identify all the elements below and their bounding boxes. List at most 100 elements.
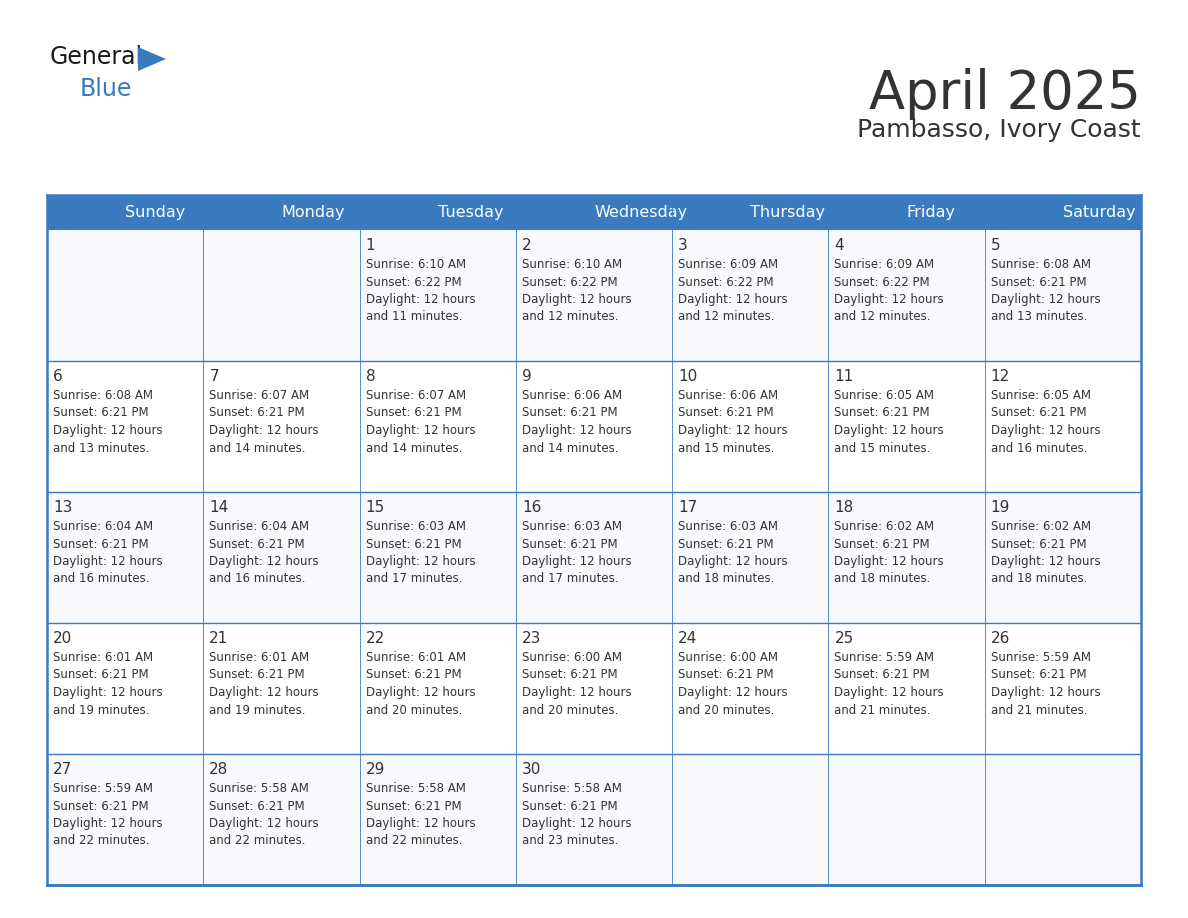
- Text: 4: 4: [834, 238, 843, 253]
- Text: Sunrise: 6:05 AM
Sunset: 6:21 PM
Daylight: 12 hours
and 15 minutes.: Sunrise: 6:05 AM Sunset: 6:21 PM Dayligh…: [834, 389, 944, 454]
- Bar: [985, 230, 1140, 361]
- Text: April 2025: April 2025: [868, 68, 1140, 120]
- Text: Wednesday: Wednesday: [594, 205, 687, 220]
- Text: 5: 5: [991, 238, 1000, 253]
- Bar: [48, 361, 203, 492]
- Text: 30: 30: [522, 762, 542, 777]
- Text: Sunrise: 6:01 AM
Sunset: 6:21 PM
Daylight: 12 hours
and 19 minutes.: Sunrise: 6:01 AM Sunset: 6:21 PM Dayligh…: [53, 651, 163, 717]
- Text: Sunrise: 6:02 AM
Sunset: 6:21 PM
Daylight: 12 hours
and 18 minutes.: Sunrise: 6:02 AM Sunset: 6:21 PM Dayligh…: [991, 520, 1100, 586]
- Bar: [48, 195, 1140, 230]
- Text: Sunrise: 6:03 AM
Sunset: 6:21 PM
Daylight: 12 hours
and 17 minutes.: Sunrise: 6:03 AM Sunset: 6:21 PM Dayligh…: [366, 520, 475, 586]
- Text: 29: 29: [366, 762, 385, 777]
- Bar: [360, 623, 516, 754]
- Text: Sunrise: 6:07 AM
Sunset: 6:21 PM
Daylight: 12 hours
and 14 minutes.: Sunrise: 6:07 AM Sunset: 6:21 PM Dayligh…: [209, 389, 318, 454]
- Text: General: General: [50, 45, 143, 69]
- Text: Sunrise: 6:01 AM
Sunset: 6:21 PM
Daylight: 12 hours
and 20 minutes.: Sunrise: 6:01 AM Sunset: 6:21 PM Dayligh…: [366, 651, 475, 717]
- Text: Sunrise: 6:09 AM
Sunset: 6:22 PM
Daylight: 12 hours
and 12 minutes.: Sunrise: 6:09 AM Sunset: 6:22 PM Dayligh…: [678, 258, 788, 323]
- Text: Sunrise: 6:07 AM
Sunset: 6:21 PM
Daylight: 12 hours
and 14 minutes.: Sunrise: 6:07 AM Sunset: 6:21 PM Dayligh…: [366, 389, 475, 454]
- Text: 16: 16: [522, 500, 542, 515]
- Bar: [48, 623, 203, 754]
- Text: Sunday: Sunday: [125, 205, 185, 220]
- Bar: [828, 361, 985, 492]
- Text: Sunrise: 6:03 AM
Sunset: 6:21 PM
Daylight: 12 hours
and 17 minutes.: Sunrise: 6:03 AM Sunset: 6:21 PM Dayligh…: [522, 520, 632, 586]
- Text: 20: 20: [53, 631, 72, 646]
- Bar: [203, 361, 360, 492]
- Bar: [672, 361, 828, 492]
- Text: Tuesday: Tuesday: [437, 205, 504, 220]
- Bar: [828, 623, 985, 754]
- Bar: [203, 623, 360, 754]
- Text: Sunrise: 6:00 AM
Sunset: 6:21 PM
Daylight: 12 hours
and 20 minutes.: Sunrise: 6:00 AM Sunset: 6:21 PM Dayligh…: [522, 651, 632, 717]
- Text: Sunrise: 6:08 AM
Sunset: 6:21 PM
Daylight: 12 hours
and 13 minutes.: Sunrise: 6:08 AM Sunset: 6:21 PM Dayligh…: [991, 258, 1100, 323]
- Text: Sunrise: 6:05 AM
Sunset: 6:21 PM
Daylight: 12 hours
and 16 minutes.: Sunrise: 6:05 AM Sunset: 6:21 PM Dayligh…: [991, 389, 1100, 454]
- Text: 19: 19: [991, 500, 1010, 515]
- Text: Monday: Monday: [282, 205, 345, 220]
- Text: Sunrise: 5:59 AM
Sunset: 6:21 PM
Daylight: 12 hours
and 22 minutes.: Sunrise: 5:59 AM Sunset: 6:21 PM Dayligh…: [53, 782, 163, 847]
- Bar: [828, 230, 985, 361]
- Bar: [48, 492, 203, 623]
- Text: Thursday: Thursday: [751, 205, 826, 220]
- Bar: [985, 361, 1140, 492]
- Text: Friday: Friday: [906, 205, 955, 220]
- Text: 25: 25: [834, 631, 854, 646]
- Bar: [48, 230, 203, 361]
- Text: Sunrise: 6:09 AM
Sunset: 6:22 PM
Daylight: 12 hours
and 12 minutes.: Sunrise: 6:09 AM Sunset: 6:22 PM Dayligh…: [834, 258, 944, 323]
- Text: 11: 11: [834, 369, 854, 384]
- Bar: [828, 754, 985, 885]
- Text: 18: 18: [834, 500, 854, 515]
- Bar: [360, 361, 516, 492]
- Text: 13: 13: [53, 500, 72, 515]
- Text: Sunrise: 6:10 AM
Sunset: 6:22 PM
Daylight: 12 hours
and 12 minutes.: Sunrise: 6:10 AM Sunset: 6:22 PM Dayligh…: [522, 258, 632, 323]
- Text: 28: 28: [209, 762, 228, 777]
- Text: Blue: Blue: [80, 77, 132, 101]
- Bar: [48, 754, 203, 885]
- Text: Sunrise: 5:59 AM
Sunset: 6:21 PM
Daylight: 12 hours
and 21 minutes.: Sunrise: 5:59 AM Sunset: 6:21 PM Dayligh…: [834, 651, 944, 717]
- Bar: [360, 492, 516, 623]
- Text: 14: 14: [209, 500, 228, 515]
- Bar: [985, 492, 1140, 623]
- Text: 24: 24: [678, 631, 697, 646]
- Text: Sunrise: 6:04 AM
Sunset: 6:21 PM
Daylight: 12 hours
and 16 minutes.: Sunrise: 6:04 AM Sunset: 6:21 PM Dayligh…: [53, 520, 163, 586]
- Bar: [672, 754, 828, 885]
- Text: Sunrise: 6:04 AM
Sunset: 6:21 PM
Daylight: 12 hours
and 16 minutes.: Sunrise: 6:04 AM Sunset: 6:21 PM Dayligh…: [209, 520, 318, 586]
- Text: Sunrise: 6:02 AM
Sunset: 6:21 PM
Daylight: 12 hours
and 18 minutes.: Sunrise: 6:02 AM Sunset: 6:21 PM Dayligh…: [834, 520, 944, 586]
- Bar: [360, 230, 516, 361]
- Bar: [516, 230, 672, 361]
- Text: Saturday: Saturday: [1063, 205, 1136, 220]
- Text: 17: 17: [678, 500, 697, 515]
- Text: Sunrise: 5:58 AM
Sunset: 6:21 PM
Daylight: 12 hours
and 23 minutes.: Sunrise: 5:58 AM Sunset: 6:21 PM Dayligh…: [522, 782, 632, 847]
- Text: 12: 12: [991, 369, 1010, 384]
- Text: 8: 8: [366, 369, 375, 384]
- Text: 9: 9: [522, 369, 531, 384]
- Text: Sunrise: 6:03 AM
Sunset: 6:21 PM
Daylight: 12 hours
and 18 minutes.: Sunrise: 6:03 AM Sunset: 6:21 PM Dayligh…: [678, 520, 788, 586]
- Text: Sunrise: 6:00 AM
Sunset: 6:21 PM
Daylight: 12 hours
and 20 minutes.: Sunrise: 6:00 AM Sunset: 6:21 PM Dayligh…: [678, 651, 788, 717]
- Bar: [360, 754, 516, 885]
- Text: 1: 1: [366, 238, 375, 253]
- Bar: [985, 623, 1140, 754]
- Text: Sunrise: 6:10 AM
Sunset: 6:22 PM
Daylight: 12 hours
and 11 minutes.: Sunrise: 6:10 AM Sunset: 6:22 PM Dayligh…: [366, 258, 475, 323]
- Text: Sunrise: 6:06 AM
Sunset: 6:21 PM
Daylight: 12 hours
and 15 minutes.: Sunrise: 6:06 AM Sunset: 6:21 PM Dayligh…: [678, 389, 788, 454]
- Text: 23: 23: [522, 631, 542, 646]
- Text: 22: 22: [366, 631, 385, 646]
- Bar: [672, 623, 828, 754]
- Bar: [828, 492, 985, 623]
- Text: 10: 10: [678, 369, 697, 384]
- Bar: [516, 754, 672, 885]
- Bar: [516, 492, 672, 623]
- Bar: [516, 361, 672, 492]
- Text: 21: 21: [209, 631, 228, 646]
- Text: 3: 3: [678, 238, 688, 253]
- Bar: [203, 230, 360, 361]
- Text: 26: 26: [991, 631, 1010, 646]
- Text: 27: 27: [53, 762, 72, 777]
- Text: Sunrise: 6:08 AM
Sunset: 6:21 PM
Daylight: 12 hours
and 13 minutes.: Sunrise: 6:08 AM Sunset: 6:21 PM Dayligh…: [53, 389, 163, 454]
- Text: 7: 7: [209, 369, 219, 384]
- Bar: [672, 492, 828, 623]
- Bar: [203, 754, 360, 885]
- Text: Sunrise: 5:58 AM
Sunset: 6:21 PM
Daylight: 12 hours
and 22 minutes.: Sunrise: 5:58 AM Sunset: 6:21 PM Dayligh…: [366, 782, 475, 847]
- Text: Pambasso, Ivory Coast: Pambasso, Ivory Coast: [857, 118, 1140, 142]
- Text: Sunrise: 5:59 AM
Sunset: 6:21 PM
Daylight: 12 hours
and 21 minutes.: Sunrise: 5:59 AM Sunset: 6:21 PM Dayligh…: [991, 651, 1100, 717]
- Text: Sunrise: 6:01 AM
Sunset: 6:21 PM
Daylight: 12 hours
and 19 minutes.: Sunrise: 6:01 AM Sunset: 6:21 PM Dayligh…: [209, 651, 318, 717]
- Bar: [672, 230, 828, 361]
- Text: 2: 2: [522, 238, 531, 253]
